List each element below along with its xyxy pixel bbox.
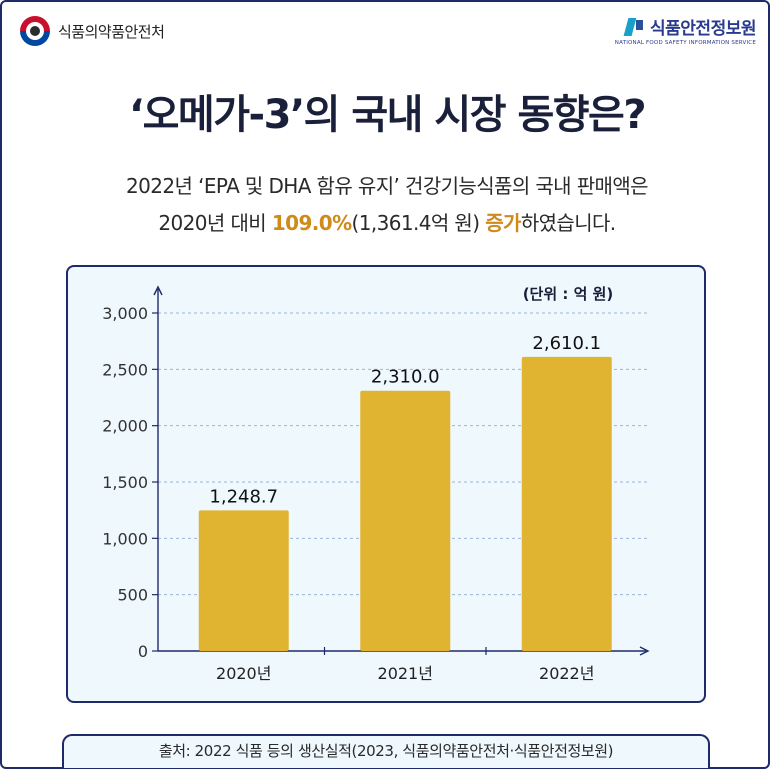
subtitle: 2022년 ‘EPA 및 DHA 함유 유지’ 건강기능식품의 국내 판매액은 … (0, 168, 774, 242)
korea-emblem-icon (20, 16, 50, 46)
unit-label: (단위 : 억 원) (523, 285, 614, 303)
nfsi-mark-icon (623, 16, 646, 38)
subtitle-percent: 109.0% (271, 211, 352, 235)
data-label-3: 2,610.1 (532, 333, 601, 354)
y-axis-arrow (153, 285, 163, 296)
bar-3 (521, 356, 612, 651)
subtitle-post: 하였습니다. (520, 211, 616, 235)
x-tick-label: 2022년 (539, 664, 594, 683)
y-tick-label: 1,500 (102, 473, 148, 492)
x-axis-arrow (639, 646, 650, 656)
data-label-1: 1,248.7 (209, 486, 278, 507)
y-tick-label: 500 (117, 586, 148, 605)
source-note: 출처: 2022 식품 등의 생산실적(2023, 식품의약품안전처·식품안전정… (62, 734, 710, 768)
bar-1 (198, 510, 289, 651)
nfsi-logo: 식품안전정보원 NATIONAL FOOD SAFETY INFORMATION… (615, 14, 756, 46)
page-title: ‘오메가-3’의 국내 시장 동향은? (128, 92, 647, 138)
y-tick-label: 2,500 (102, 360, 148, 379)
subtitle-line2: 2020년 대비 109.0%(1,361.4억 원) 증가하였습니다. (0, 205, 774, 242)
org-name-right: 식품안전정보원 (650, 19, 756, 39)
y-tick-label: 3,000 (102, 304, 148, 323)
data-label-2: 2,310.0 (371, 367, 440, 388)
y-tick-label: 0 (138, 642, 148, 661)
subtitle-increase: 증가 (485, 211, 521, 235)
chart-panel: 0 500 1,000 1,500 2,000 2,500 3,000 (단위 : 억 원) 1… (66, 265, 706, 703)
mfds-logo: 식품의약품안전처 (20, 16, 165, 46)
subtitle-line1: 2022년 ‘EPA 및 DHA 함유 유지’ 건강기능식품의 국내 판매액은 (126, 174, 649, 198)
org-name-left: 식품의약품안전처 (58, 22, 165, 41)
y-tick-label: 2,000 (102, 417, 148, 436)
subtitle-amount: (1,361.4억 원) (351, 211, 486, 235)
bar-chart: 0 500 1,000 1,500 2,000 2,500 3,000 (단위 : 억 원) 1… (102, 285, 650, 683)
org-name-right-sub: NATIONAL FOOD SAFETY INFORMATION SERVICE (614, 40, 756, 46)
bar-2 (360, 390, 451, 651)
y-tick-label: 1,000 (102, 529, 148, 548)
subtitle-pre: 2020년 대비 (158, 211, 272, 235)
x-tick-label: 2020년 (216, 664, 271, 683)
x-tick-label: 2021년 (378, 664, 433, 683)
